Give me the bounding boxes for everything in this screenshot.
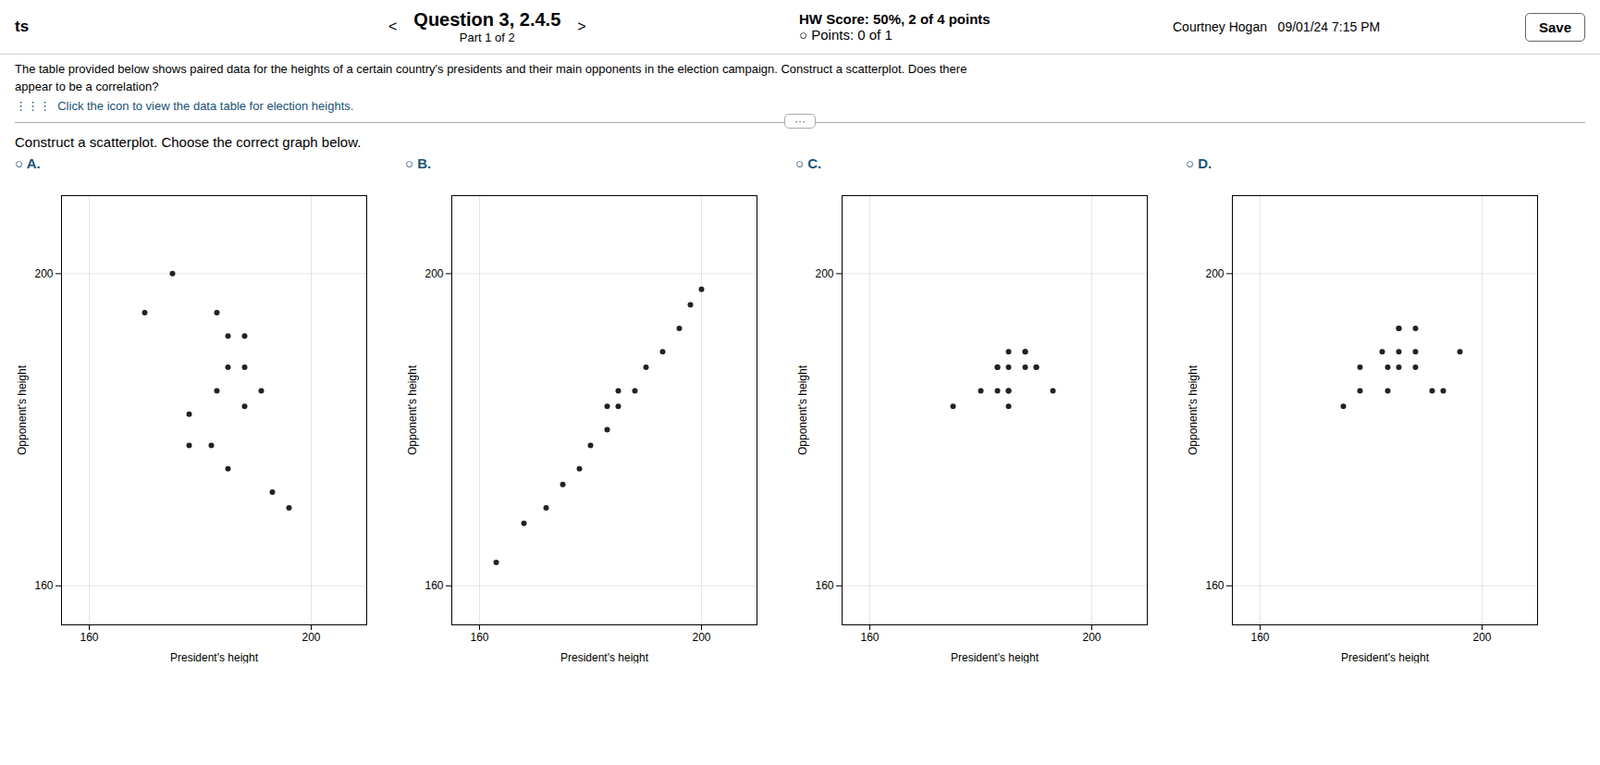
svg-text:President's height: President's height: [1341, 651, 1430, 665]
svg-text:Opponent's height: Opponent's height: [796, 364, 810, 456]
svg-text:200: 200: [301, 630, 320, 644]
html-text:HW Score: 50%, 2 of 4 points: HW Score: 50%, 2 of 4 points: [799, 11, 991, 27]
svg-text:200: 200: [1472, 630, 1491, 644]
svg-text:160: 160: [79, 630, 99, 644]
html-text:appear to be a correlation?: appear to be a correlation?: [14, 79, 159, 94]
svg-text:200: 200: [814, 267, 834, 281]
svg-text:200: 200: [691, 630, 711, 644]
svg-text:160: 160: [1250, 630, 1269, 644]
svg-text:160: 160: [814, 578, 834, 592]
svg-text:200: 200: [1205, 267, 1224, 281]
svg-text:160: 160: [469, 630, 489, 644]
svg-text:Opponent's height: Opponent's height: [406, 364, 419, 456]
svg-text:President's height: President's height: [170, 651, 259, 665]
svg-text:200: 200: [34, 267, 53, 281]
html-text:⋮⋮⋮ Click the icon to view the: ⋮⋮⋮ Click the icon to view the data tabl…: [14, 98, 354, 113]
html-text:Save: Save: [1538, 18, 1572, 35]
html-text:○ Points: 0 of 1: ○ Points: 0 of 1: [799, 26, 893, 43]
html-text:ts: ts: [14, 17, 29, 36]
html-text:○ A.: ○ A.: [14, 155, 41, 172]
svg-text:160: 160: [1205, 578, 1224, 592]
html-text:○ D.: ○ D.: [1185, 155, 1212, 172]
html-text:Courtney Hogan 09/01/24 7:15 P: Courtney Hogan 09/01/24 7:15 PM: [1172, 19, 1381, 35]
svg-text:200: 200: [424, 267, 444, 281]
svg-text:President's height: President's height: [950, 651, 1040, 665]
svg-text:160: 160: [860, 630, 879, 644]
svg-text:160: 160: [34, 578, 53, 592]
html-text:The table provided below shows: The table provided below shows paired da…: [14, 61, 967, 76]
html-text:Question 3, 2.4.5: Question 3, 2.4.5: [413, 9, 561, 30]
html-text:Construct a scatterplot. Choos: Construct a scatterplot. Choose the corr…: [14, 134, 362, 150]
html-text:Part 1 of 2: Part 1 of 2: [459, 30, 515, 45]
svg-text:160: 160: [424, 578, 444, 592]
svg-text:President's height: President's height: [560, 651, 650, 665]
svg-text:Opponent's height: Opponent's height: [1186, 364, 1200, 456]
svg-text:Opponent's height: Opponent's height: [15, 364, 29, 456]
svg-text:200: 200: [1082, 630, 1101, 644]
html-text:○ B.: ○ B.: [405, 155, 432, 172]
html-text:○ C.: ○ C.: [795, 155, 822, 172]
